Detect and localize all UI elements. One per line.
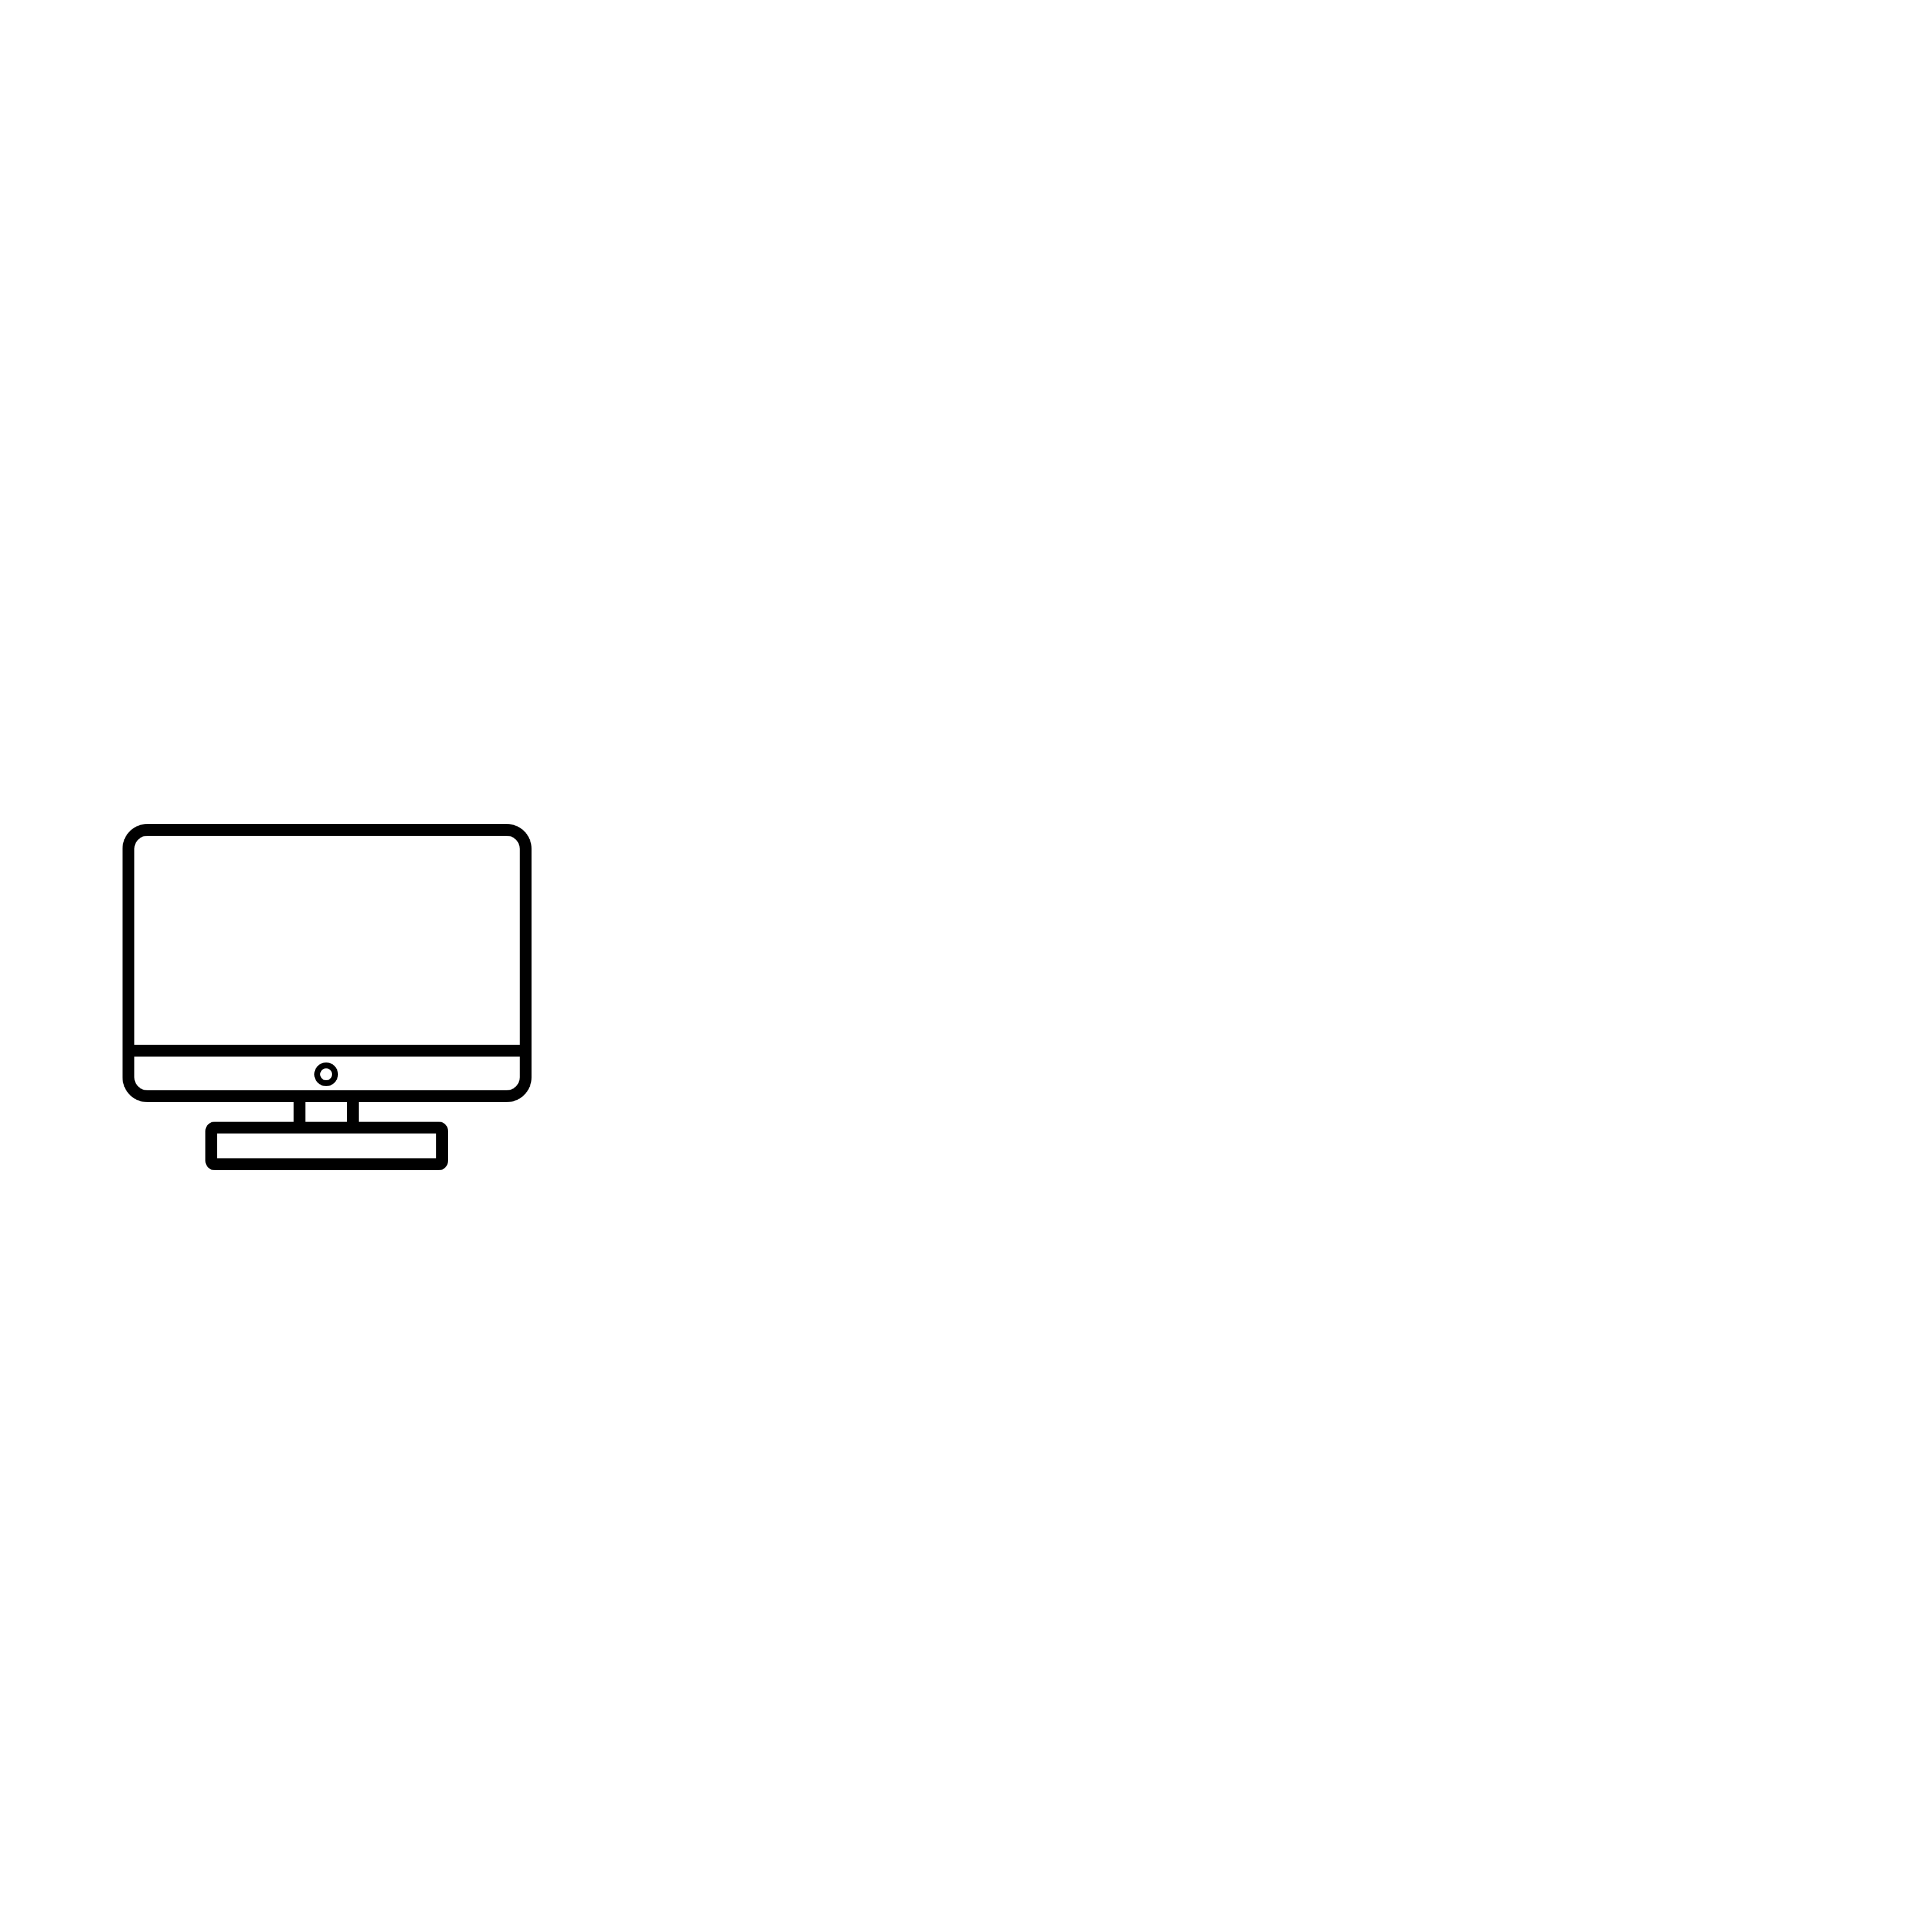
desktop-monitor-icon <box>118 820 536 1175</box>
monitor-logo-circle <box>314 1062 338 1086</box>
monitor-bezel <box>123 824 532 1102</box>
desktop-monitor-icon-svg <box>123 824 532 1170</box>
monitor-base <box>205 1122 448 1170</box>
